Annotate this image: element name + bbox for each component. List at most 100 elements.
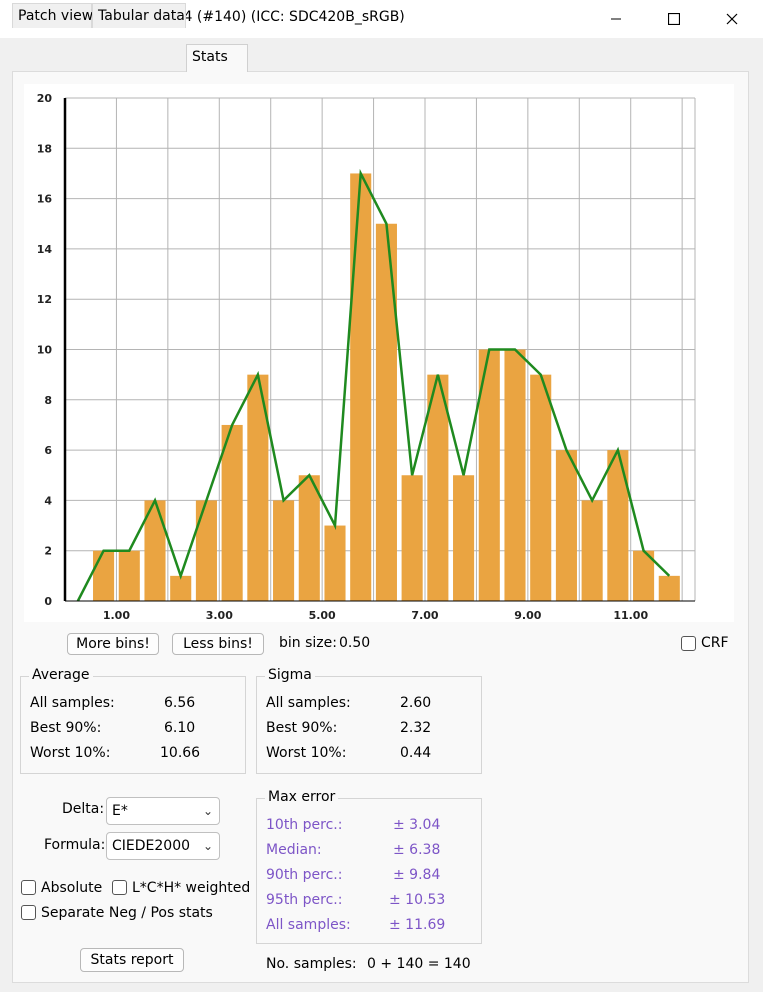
- histogram-bar: [530, 374, 552, 601]
- chevron-down-icon: ⌄: [202, 804, 213, 818]
- frequency-line: [76, 168, 671, 602]
- formula-label: Formula:: [44, 837, 106, 853]
- y-tick-label: 4: [44, 494, 52, 507]
- max-error-90th-value: ± 9.84: [393, 867, 441, 883]
- y-tick-label: 10: [37, 344, 53, 357]
- bin-size-label: bin size:: [279, 635, 337, 651]
- lch-weighted-label: L*C*H* weighted: [132, 880, 251, 896]
- maximize-button[interactable]: [645, 0, 703, 38]
- histogram-bar: [221, 424, 243, 601]
- y-tick-label: 20: [37, 92, 53, 105]
- sigma-title: Sigma: [265, 667, 315, 683]
- samples-label: No. samples:: [266, 956, 357, 972]
- delta-select[interactable]: E* ⌄: [106, 797, 220, 825]
- average-all-label: All samples:: [30, 695, 115, 711]
- sigma-all-value: 2.60: [400, 695, 432, 711]
- delta-label: Delta:: [62, 801, 105, 817]
- stats-report-button[interactable]: Stats report: [80, 948, 184, 972]
- y-tick-label: 18: [37, 142, 52, 155]
- average-worst-value: 10.66: [160, 745, 201, 761]
- sigma-best-value: 2.32: [400, 720, 432, 736]
- y-tick-label: 16: [37, 193, 53, 206]
- close-button[interactable]: [703, 0, 761, 38]
- sigma-group: Sigma: [256, 667, 482, 774]
- max-error-10th-value: ± 3.04: [393, 817, 441, 833]
- histogram-bar: [118, 550, 140, 601]
- separate-stats-checkbox[interactable]: [21, 905, 36, 920]
- histogram-bar: [170, 575, 192, 601]
- average-best-label: Best 90%:: [30, 720, 102, 736]
- average-group: Average: [20, 667, 246, 774]
- chevron-down-icon: ⌄: [202, 839, 213, 853]
- histogram-bar: [324, 525, 346, 601]
- histogram-bar: [581, 500, 603, 601]
- x-tick-label: 11.00: [613, 609, 648, 622]
- tab-patch-view[interactable]: Patch view: [12, 3, 93, 28]
- x-tick-label: 5.00: [309, 609, 336, 622]
- absolute-checkbox[interactable]: [21, 880, 36, 895]
- x-tick-label: 9.00: [514, 609, 541, 622]
- delta-select-value: E*: [112, 803, 128, 819]
- histogram-bar: [350, 173, 372, 601]
- more-bins-button[interactable]: More bins!: [67, 633, 159, 655]
- tab-stats[interactable]: Stats: [186, 44, 248, 72]
- histogram-chart: 0 2 4 6 8 10 12 14 16 18 20 1.00 3.00 5.00 7.00 9.00 11.…: [37, 92, 696, 622]
- x-tick-label: 1.00: [103, 609, 130, 622]
- bin-size-value: 0.50: [339, 635, 371, 651]
- minimize-button[interactable]: [587, 0, 645, 38]
- crf-checkbox[interactable]: [681, 636, 696, 651]
- max-error-group: Max error: [256, 789, 482, 944]
- histogram-bar: [427, 374, 449, 601]
- histogram-bar: [453, 475, 475, 601]
- tab-tabular-data[interactable]: Tabular data: [92, 3, 186, 28]
- minimize-icon: [611, 18, 621, 20]
- histogram-bar: [504, 349, 526, 601]
- max-error-title: Max error: [265, 789, 339, 805]
- max-error-median-label: Median:: [266, 842, 322, 858]
- y-tick-label: 8: [44, 394, 52, 407]
- max-error-all-value: ± 11.69: [389, 917, 446, 933]
- max-error-95th-label: 95th perc.:: [266, 892, 343, 908]
- lch-weighted-checkbox[interactable]: [112, 880, 127, 895]
- y-tick-label: 6: [44, 444, 52, 457]
- x-tick-label: 3.00: [206, 609, 233, 622]
- histogram-bar: [633, 550, 655, 601]
- sigma-best-label: Best 90%:: [266, 720, 338, 736]
- less-bins-button[interactable]: Less bins!: [172, 633, 264, 655]
- maximize-icon: [668, 13, 680, 25]
- histogram-bar: [144, 500, 166, 601]
- formula-select-value: CIEDE2000: [112, 838, 191, 854]
- average-all-value: 6.56: [164, 695, 196, 711]
- max-error-10th-label: 10th perc.:: [266, 817, 343, 833]
- histogram-bar: [195, 500, 217, 601]
- average-worst-label: Worst 10%:: [30, 745, 111, 761]
- histogram-bar: [658, 575, 680, 601]
- average-title: Average: [29, 667, 93, 683]
- y-tick-label: 2: [44, 545, 52, 558]
- separate-stats-label: Separate Neg / Pos stats: [41, 905, 213, 921]
- histogram-bar: [298, 475, 320, 601]
- close-icon: [726, 13, 738, 25]
- histogram-bar: [93, 550, 115, 601]
- max-error-median-value: ± 6.38: [393, 842, 441, 858]
- sigma-worst-label: Worst 10%:: [266, 745, 347, 761]
- absolute-label: Absolute: [41, 880, 103, 896]
- max-error-all-label: All samples:: [266, 917, 351, 933]
- histogram-bar: [478, 349, 500, 601]
- histogram-bar: [555, 450, 577, 601]
- y-tick-label: 12: [37, 293, 52, 306]
- formula-select[interactable]: CIEDE2000 ⌄: [106, 832, 220, 860]
- max-error-90th-label: 90th perc.:: [266, 867, 343, 883]
- histogram-bar: [247, 374, 269, 601]
- samples-value: 0 + 140 = 140: [367, 956, 471, 972]
- histogram-chart-area: 0 2 4 6 8 10 12 14 16 18 20 1.00 3.00 5.00 7.00 9.00 11.…: [24, 84, 734, 622]
- x-tick-label: 7.00: [411, 609, 438, 622]
- histogram-bar: [273, 500, 295, 601]
- histogram-bar: [375, 223, 397, 601]
- average-best-value: 6.10: [164, 720, 196, 736]
- crf-label: CRF: [701, 635, 729, 651]
- y-tick-label: 14: [37, 243, 53, 256]
- histogram-bar: [401, 475, 423, 601]
- sigma-worst-value: 0.44: [400, 745, 432, 761]
- y-tick-label: 0: [44, 595, 52, 608]
